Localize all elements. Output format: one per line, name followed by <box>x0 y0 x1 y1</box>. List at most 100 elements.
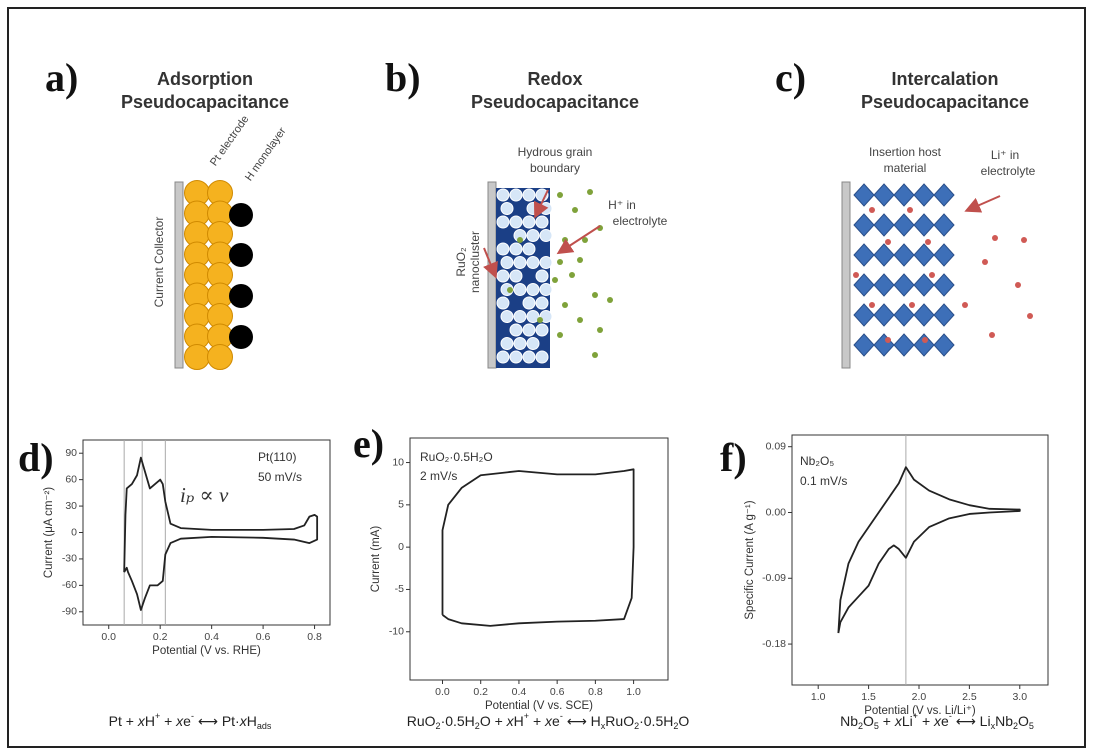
equation-part: x <box>894 713 903 729</box>
equation-part: O <box>678 713 689 729</box>
plot-frame <box>791 434 1049 686</box>
pt-atom <box>207 344 233 370</box>
ruo2-particle <box>539 310 553 323</box>
y-axis-label: Current (μA cm⁻²) <box>43 487 55 578</box>
host-site <box>873 273 895 297</box>
host-site <box>913 303 935 327</box>
equation-part: H <box>514 713 524 729</box>
cv-curve <box>123 456 319 611</box>
panel-letter: d) <box>18 435 54 480</box>
host-site <box>873 303 895 327</box>
ruo2-particle <box>513 337 527 350</box>
ruo2-particle <box>526 337 540 350</box>
host-site <box>933 273 955 297</box>
cv-curve <box>837 466 1021 634</box>
ruo2-particle <box>526 256 540 269</box>
equation-part: + <box>529 713 545 729</box>
y-tick-label: 0 <box>71 526 77 538</box>
host-site <box>873 333 895 357</box>
equation-part: + <box>913 711 918 721</box>
y-tick-label: 0.00 <box>766 506 787 518</box>
y-tick-label: 10 <box>392 456 404 468</box>
ruo2-particle <box>509 323 523 337</box>
equation-part: RuO <box>407 713 436 729</box>
li-ion <box>1021 237 1027 243</box>
equation-part: e <box>552 713 560 729</box>
ruo2-particle <box>522 215 536 229</box>
label: RuO₂ <box>454 247 468 277</box>
label: Hydrous grain <box>518 145 593 159</box>
equation-part: - <box>560 711 563 721</box>
li-ion <box>885 337 891 343</box>
equation-part: Nb <box>995 713 1013 729</box>
h-atom <box>229 325 253 349</box>
proton <box>557 332 563 338</box>
li-ion <box>962 302 968 308</box>
annotation: iₚ ∝ ν <box>180 483 229 507</box>
x-tick-label: 0.4 <box>512 686 527 698</box>
proton <box>587 189 593 195</box>
ruo2-particle <box>509 215 523 229</box>
x-axis-label: Potential (V vs. Li/Li⁺) <box>864 705 976 717</box>
proton <box>577 317 583 323</box>
cv-curve <box>441 468 635 627</box>
equation-part: e <box>183 713 191 729</box>
x-tick-label: 1.0 <box>811 691 826 703</box>
ruo2-particle <box>526 229 540 242</box>
annotation: Pt(110) <box>258 450 296 464</box>
y-axis-label: Current (mA) <box>370 526 382 593</box>
x-tick-label: 2.5 <box>962 691 977 703</box>
x-tick-label: 0.8 <box>588 686 603 698</box>
proton <box>592 292 598 298</box>
equation-part: H <box>145 713 155 729</box>
host-site <box>913 333 935 357</box>
equation-part: + <box>524 711 529 721</box>
ruo2-particle <box>500 202 514 215</box>
plot-frame <box>82 439 331 626</box>
ruo2-particle <box>522 350 536 364</box>
pt-atom <box>184 344 210 370</box>
host-site <box>913 273 935 297</box>
host-site <box>853 213 875 237</box>
ruo2-particle <box>535 269 549 283</box>
label: Insertion host <box>869 145 942 159</box>
x-tick-label: 3.0 <box>1012 691 1027 703</box>
host-site <box>853 333 875 357</box>
ruo2-particle <box>522 296 536 310</box>
y-tick-label: -90 <box>62 606 77 618</box>
proton <box>577 257 583 263</box>
ruo2-particle <box>496 188 510 202</box>
li-ion <box>989 332 995 338</box>
equation-part: Nb <box>840 713 858 729</box>
li-ion <box>982 259 988 265</box>
arrow <box>533 189 549 219</box>
panel-letter: c) <box>775 55 806 100</box>
equation-part: + <box>160 713 176 729</box>
equation-part: x <box>175 713 184 729</box>
ruo2-particle <box>539 283 553 296</box>
equation-part: x <box>137 713 146 729</box>
x-axis-label: Potential (V vs. SCE) <box>485 700 593 712</box>
equation-part: + <box>918 713 934 729</box>
host-site <box>873 183 895 207</box>
host-site <box>933 213 955 237</box>
proton <box>572 207 578 213</box>
ruo2-particle <box>509 269 523 283</box>
equation-part: 5 <box>1029 721 1034 731</box>
label: nanocluster <box>468 231 482 293</box>
y-tick-label: -10 <box>389 626 404 638</box>
y-tick-label: 5 <box>398 499 404 511</box>
equation-part: ⟷ Pt· <box>194 713 240 729</box>
li-ion <box>853 272 859 278</box>
li-ion <box>929 272 935 278</box>
equation-part: ·0.5H <box>441 713 475 729</box>
label: Current Collector <box>152 217 166 308</box>
host-site <box>893 303 915 327</box>
x-axis-label: Potential (V vs. RHE) <box>152 645 261 657</box>
panel-title: Intercalation <box>891 69 998 89</box>
equation-part: ads <box>257 721 272 731</box>
equation-part: Li <box>902 713 913 729</box>
equation-part: x <box>544 713 553 729</box>
proton <box>517 237 523 243</box>
y-axis-label: Specific Current (A g⁻¹) <box>744 500 756 619</box>
